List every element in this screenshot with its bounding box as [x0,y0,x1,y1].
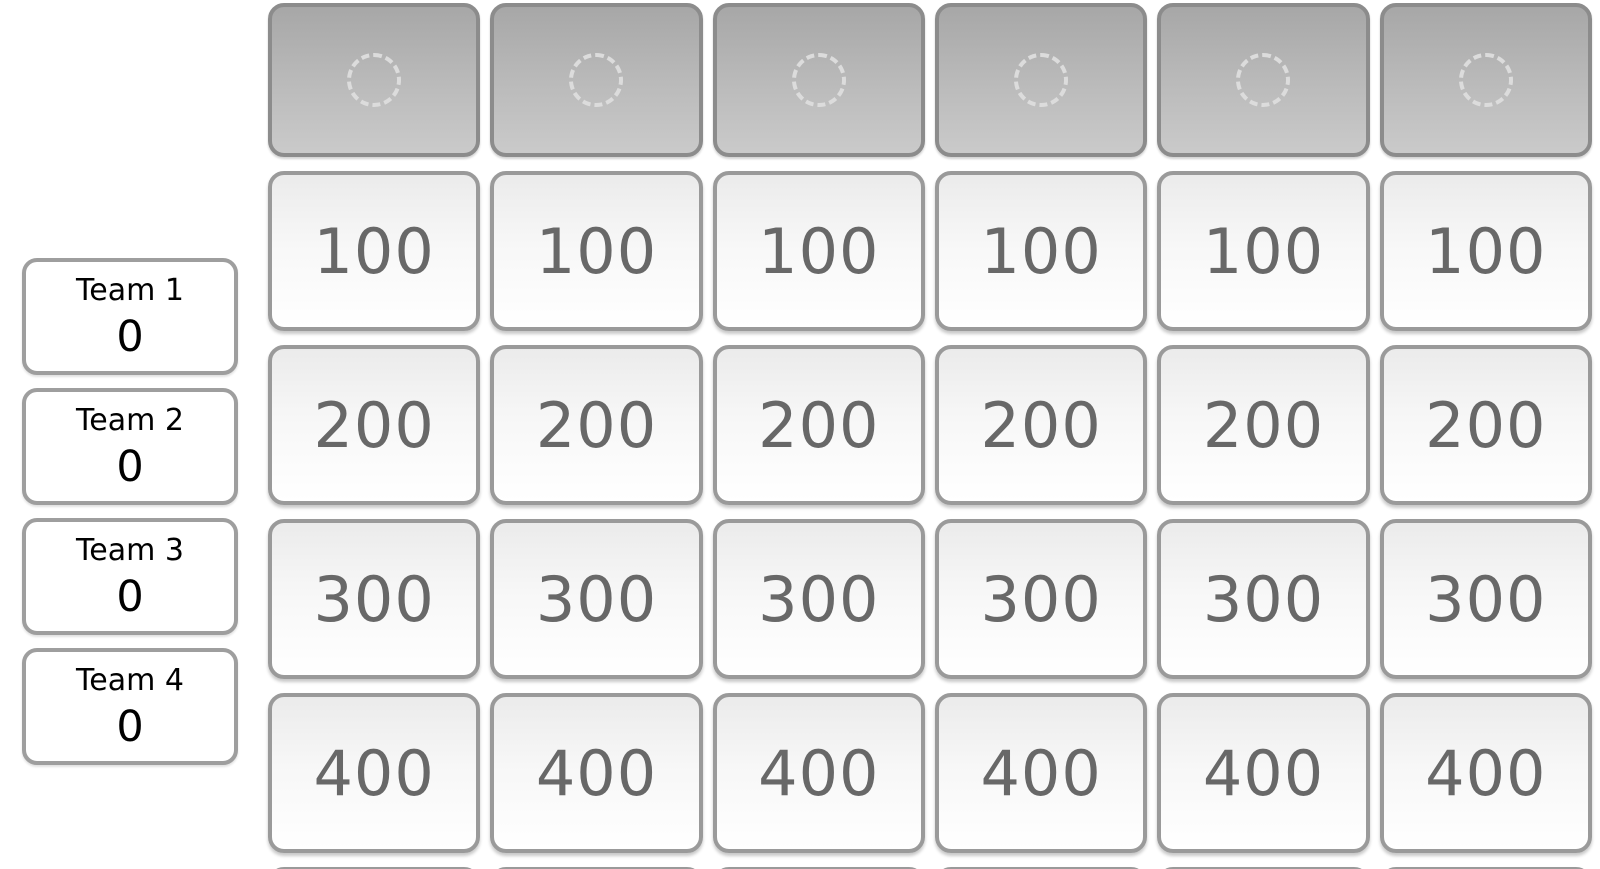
team-card-4[interactable]: Team 4 0 [22,648,238,765]
team-score: 0 [116,441,144,492]
team-name: Team 1 [76,272,184,308]
clue-value: 400 [758,736,880,810]
clue-value: 200 [980,388,1102,462]
clue-value: 100 [313,214,435,288]
loading-spinner-icon [1236,53,1291,107]
clue-value: 300 [758,562,880,636]
clue-value: 200 [758,388,880,462]
clue-value: 400 [980,736,1102,810]
clue-cell-c1-200[interactable]: 200 [268,345,481,505]
clue-cell-c6-100[interactable]: 100 [1379,171,1592,331]
team-card-3[interactable]: Team 3 0 [22,518,238,635]
clue-cell-c3-100[interactable]: 100 [712,171,925,331]
loading-spinner-icon [791,53,846,107]
clue-value: 200 [313,388,435,462]
clue-value: 200 [1425,388,1547,462]
clue-cell-c1-300[interactable]: 300 [268,519,481,679]
team-name: Team 2 [76,402,184,438]
clue-value: 200 [1202,388,1325,462]
loading-spinner-icon [1014,53,1069,107]
clue-cell-c6-200[interactable]: 200 [1379,345,1592,505]
team-card-1[interactable]: Team 1 0 [22,258,238,375]
clue-cell-c3-300[interactable]: 300 [712,519,925,679]
clue-cell-c5-400[interactable]: 400 [1157,693,1370,853]
category-cell-4 [934,3,1148,157]
clue-value: 400 [1425,736,1547,810]
clue-board: 100 100 100 100 100 100 200 200 200 200 [260,0,1600,869]
clue-cell-c1-100[interactable]: 100 [268,171,481,331]
category-cell-5 [1157,3,1370,157]
clue-cell-c3-400[interactable]: 400 [712,693,925,853]
clue-cell-c6-300[interactable]: 300 [1379,519,1592,679]
clue-value: 100 [758,214,880,288]
loading-spinner-icon [569,53,624,107]
clue-cell-c2-200[interactable]: 200 [490,345,703,505]
clue-value: 300 [313,562,435,636]
category-cell-2 [490,3,703,157]
clue-cell-c2-300[interactable]: 300 [490,519,703,679]
clue-cell-c4-300[interactable]: 300 [934,519,1148,679]
team-name: Team 4 [76,662,184,698]
clue-cell-c1-400[interactable]: 400 [268,693,481,853]
clue-value: 400 [535,736,658,810]
clue-value: 300 [1202,562,1325,636]
team-score: 0 [116,571,144,622]
loading-spinner-icon [1458,53,1513,107]
clue-value: 400 [1202,736,1325,810]
team-card-2[interactable]: Team 2 0 [22,388,238,505]
category-cell-1 [268,3,481,157]
clue-value: 200 [535,388,658,462]
clue-cell-c4-100[interactable]: 100 [934,171,1148,331]
team-score: 0 [116,701,144,752]
clue-value: 400 [313,736,435,810]
loading-spinner-icon [347,53,402,107]
clue-value: 100 [1425,214,1547,288]
clue-value: 300 [1425,562,1547,636]
clue-cell-c4-200[interactable]: 200 [934,345,1148,505]
category-cell-3 [712,3,925,157]
clue-value: 300 [535,562,658,636]
clue-value: 300 [980,562,1102,636]
clue-value: 100 [980,214,1102,288]
clue-value: 100 [535,214,658,288]
clue-value: 100 [1202,214,1325,288]
clue-cell-c3-200[interactable]: 200 [712,345,925,505]
team-score: 0 [116,311,144,362]
clue-cell-c6-400[interactable]: 400 [1379,693,1592,853]
teams-panel: Team 1 0 Team 2 0 Team 3 0 Team 4 0 [0,0,260,869]
clue-cell-c2-100[interactable]: 100 [490,171,703,331]
category-cell-6 [1379,3,1592,157]
clue-cell-c5-300[interactable]: 300 [1157,519,1370,679]
clue-cell-c5-200[interactable]: 200 [1157,345,1370,505]
clue-cell-c4-400[interactable]: 400 [934,693,1148,853]
clue-cell-c5-100[interactable]: 100 [1157,171,1370,331]
team-name: Team 3 [76,532,184,568]
clue-cell-c2-400[interactable]: 400 [490,693,703,853]
